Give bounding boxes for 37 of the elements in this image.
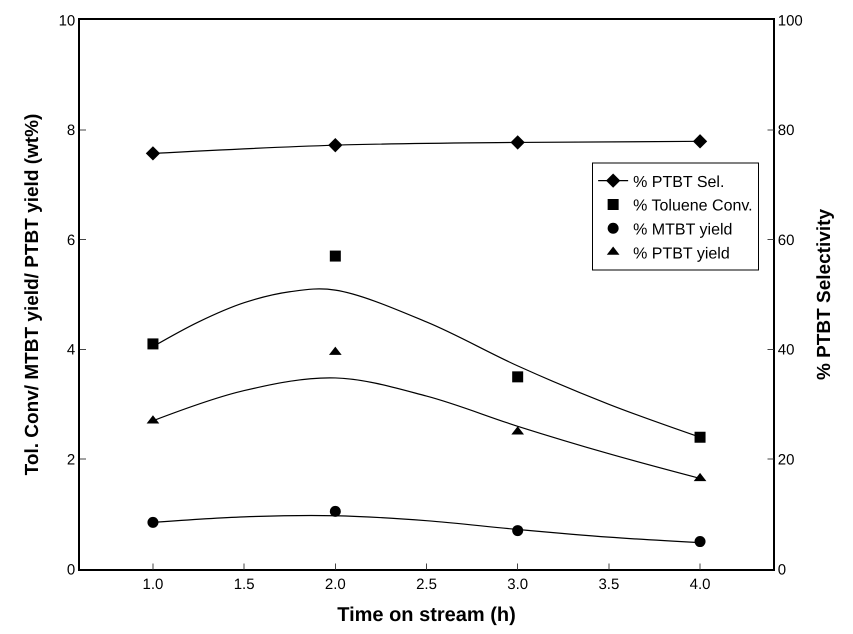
x-tick-label: 2.5 — [416, 576, 437, 593]
y2-tick-label: 0 — [778, 561, 786, 578]
x-tick-label: 1.0 — [142, 576, 164, 593]
legend-label: % PTBT Sel. — [633, 174, 724, 191]
point — [328, 138, 342, 152]
legend-label: % MTBT yield — [633, 221, 732, 238]
x-tick-label: 3.5 — [598, 576, 620, 593]
point — [692, 134, 708, 148]
y-tick-label: 8 — [66, 122, 76, 140]
point — [147, 516, 158, 528]
x-tick-label: 4.0 — [690, 576, 710, 593]
point — [512, 371, 524, 382]
x-axis-title: Time on stream (h) — [337, 604, 516, 626]
point — [330, 506, 341, 517]
x-tick-label: 3.0 — [507, 576, 528, 593]
point — [694, 432, 706, 443]
legend-label: % PTBT yield — [633, 245, 730, 262]
point — [147, 338, 158, 350]
y-tick-label: 6 — [66, 232, 76, 249]
legend-label: % Toluene Conv. — [633, 198, 753, 215]
y2-tick-label: 20 — [778, 451, 794, 468]
point — [694, 536, 706, 548]
point — [510, 135, 525, 150]
y2-tick-label: 40 — [778, 342, 794, 359]
x-tick-label: 1.5 — [234, 576, 255, 593]
y-axis-title: Tol. Conv/ MTBT yield/ PTBT yield (wt%) — [22, 114, 43, 476]
y2-tick-label: 80 — [778, 122, 794, 140]
y2-axis-title: % PTBT Selectivity — [814, 208, 836, 380]
y-tick-label: 4 — [66, 342, 76, 359]
x-tick-label: 2.0 — [324, 576, 346, 593]
point — [146, 146, 160, 161]
y-tick-label: 0 — [66, 561, 76, 578]
y2-tick-label: 60 — [778, 232, 794, 249]
point — [330, 250, 341, 262]
y2-tick-label: 100 — [778, 12, 803, 30]
y-tick-label: 10 — [58, 12, 76, 30]
y-tick-label: 2 — [66, 451, 76, 468]
